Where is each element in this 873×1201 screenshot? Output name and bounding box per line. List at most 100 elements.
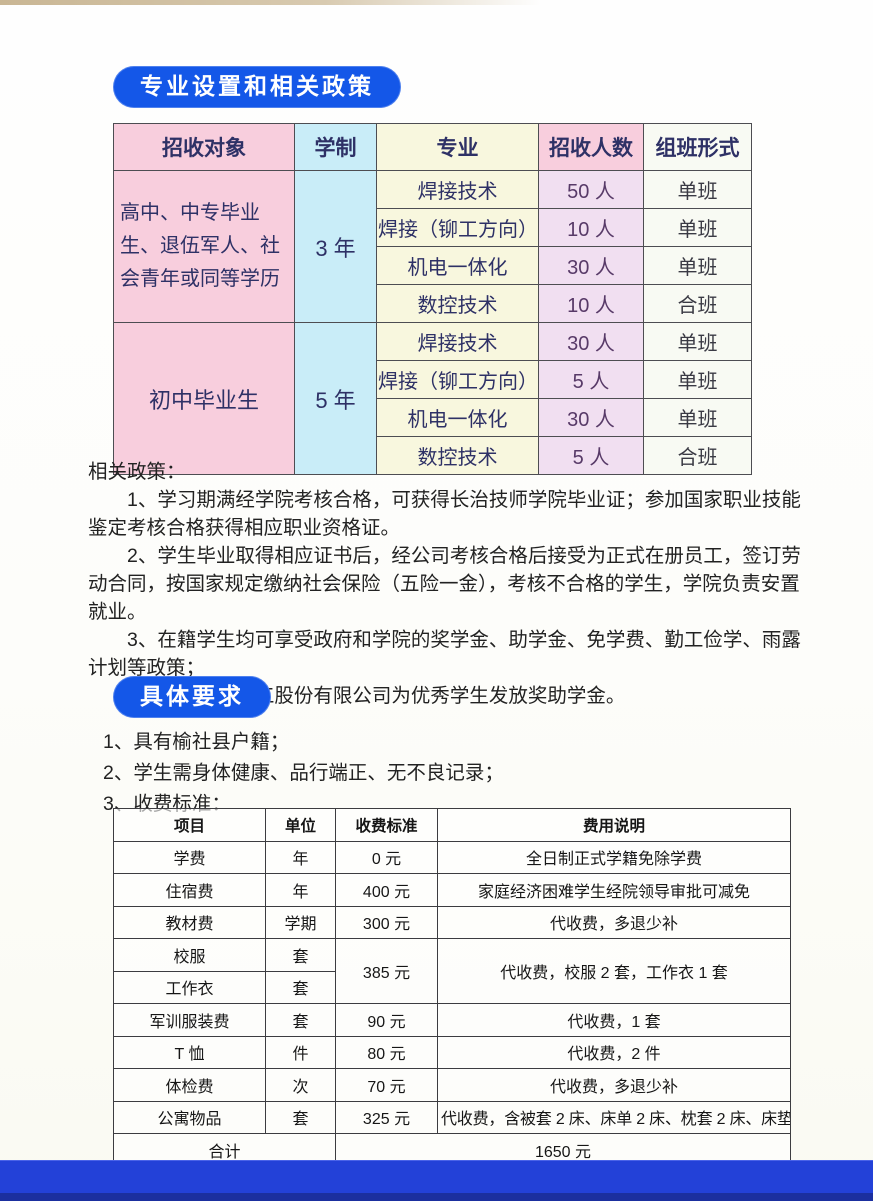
fee-item-cell: 体检费: [113, 1068, 266, 1102]
fee-price-cell: 0 元: [335, 840, 438, 874]
class-type-cell: 单班: [643, 322, 752, 361]
fee-item-cell: 住宿费: [113, 873, 266, 907]
column-header: 收费标准: [335, 808, 438, 842]
major-cell: 焊接技术: [376, 322, 539, 361]
requirement-item: 1、具有榆社县户籍；: [103, 731, 290, 753]
table-row: 公寓物品 套 325 元 代收费，含被套 2 床、床单 2 床、枕套 2 床、床…: [113, 1100, 791, 1134]
fee-unit-cell: 套: [265, 1100, 336, 1134]
column-header: 项目: [113, 808, 266, 842]
fee-note-cell: 家庭经济困难学生经院领导审批可减免: [437, 873, 791, 907]
fee-item-cell: 学费: [113, 840, 266, 874]
fee-table: 项目 单位 收费标准 费用说明 学费 年 0 元 全日制正式学籍免除学费 住宿费…: [113, 808, 791, 1167]
admission-table: 招收对象 学制 专业 招收人数 组班形式 高中、中专毕业生、退伍军人、社会青年或…: [113, 123, 752, 475]
table-row: 军训服装费 套 90 元 代收费，1 套: [113, 1003, 791, 1037]
fee-price-cell: 400 元: [335, 873, 438, 907]
table-row: 初中毕业生 5 年 焊接技术 30 人 单班: [113, 322, 752, 475]
fee-unit-cell: 学期: [265, 905, 336, 939]
class-type-cell: 合班: [643, 436, 752, 475]
fee-item-cell: 公寓物品: [113, 1100, 266, 1134]
fee-unit-cell: 次: [265, 1068, 336, 1102]
fee-price-cell: 325 元: [335, 1100, 438, 1134]
fee-note-cell: 代收费，校服 2 套，工作衣 1 套: [437, 938, 791, 1004]
table-row: 数控技术 10 人 合班: [114, 284, 752, 323]
major-cell: 数控技术: [376, 436, 539, 475]
column-header: 组班形式: [643, 123, 752, 171]
footer-bar-shadow: [0, 1193, 873, 1201]
table-row: 教材费 学期 300 元 代收费，多退少补: [113, 905, 791, 939]
policy-heading: 相关政策：: [88, 461, 186, 483]
fee-item-cell: 校服: [113, 938, 266, 972]
major-cell: 焊接技术: [376, 170, 539, 209]
major-cell: 机电一体化: [376, 246, 539, 285]
fee-price-cell: 385 元: [335, 938, 438, 1004]
fee-note-cell: 代收费，含被套 2 床、床单 2 床、枕套 2 床、床垫 1 床、: [437, 1100, 791, 1134]
fee-item-cell: 军训服装费: [113, 1003, 266, 1037]
fee-unit-cell: 年: [265, 840, 336, 874]
fee-unit-cell: 套: [265, 1003, 336, 1037]
fee-unit-cell: 套: [265, 970, 336, 1004]
fee-note-cell: 代收费，1 套: [437, 1003, 791, 1037]
table-row: 体检费 次 70 元 代收费，多退少补: [113, 1068, 791, 1102]
major-cell: 数控技术: [376, 284, 539, 323]
table-row: 学费 年 0 元 全日制正式学籍免除学费: [113, 840, 791, 874]
fee-unit-cell: 件: [265, 1035, 336, 1069]
major-cell: 焊接（铆工方向）: [376, 360, 539, 399]
fee-price-cell: 300 元: [335, 905, 438, 939]
table-row: 工作衣 套: [113, 970, 791, 1004]
table-row: 焊接（铆工方向） 5 人 单班: [114, 360, 752, 399]
class-type-cell: 单班: [643, 246, 752, 285]
fee-item-cell: 教材费: [113, 905, 266, 939]
fee-note-cell: 全日制正式学籍免除学费: [437, 840, 791, 874]
column-header: 费用说明: [437, 808, 791, 842]
requirement-item: 2、学生需身体健康、品行端正、无不良记录；: [103, 762, 504, 784]
class-type-cell: 合班: [643, 284, 752, 323]
fee-price-cell: 80 元: [335, 1035, 438, 1069]
fee-unit-cell: 套: [265, 938, 336, 972]
column-header: 单位: [265, 808, 336, 842]
section-title-programs: 专业设置和相关政策: [113, 66, 401, 108]
count-cell: 10 人: [538, 208, 644, 247]
count-cell: 5 人: [538, 360, 644, 399]
fee-item-cell: 工作衣: [113, 970, 266, 1004]
count-cell: 30 人: [538, 398, 644, 437]
policy-item: 1、学习期满经学院考核合格，可获得长治技师学院毕业证；参加国家职业技能鉴定考核合…: [88, 489, 801, 539]
table-row: 数控技术 5 人 合班: [114, 436, 752, 475]
table-row: 机电一体化 30 人 单班: [114, 398, 752, 437]
count-cell: 30 人: [538, 322, 644, 361]
class-type-cell: 单班: [643, 398, 752, 437]
count-cell: 10 人: [538, 284, 644, 323]
table-row: T 恤 件 80 元 代收费，2 件: [113, 1035, 791, 1069]
table-row: 焊接（铆工方向） 10 人 单班: [114, 208, 752, 247]
policy-item: 2、学生毕业取得相应证书后，经公司考核合格后接受为正式在册员工，签订劳动合同，按…: [88, 545, 801, 623]
table-row: 机电一体化 30 人 单班: [114, 246, 752, 285]
footer-bar: [0, 1160, 873, 1201]
class-type-cell: 单班: [643, 360, 752, 399]
fee-table-header-row: 项目 单位 收费标准 费用说明: [113, 808, 791, 842]
major-cell: 机电一体化: [376, 398, 539, 437]
duration-cell: 5 年: [294, 322, 377, 475]
fee-note-cell: 代收费，多退少补: [437, 905, 791, 939]
policy-section: 相关政策： 1、学习期满经学院考核合格，可获得长治技师学院毕业证；参加国家职业技…: [88, 458, 804, 710]
table-row: 校服 套 385 元 代收费，校服 2 套，工作衣 1 套: [113, 938, 791, 1004]
section-title-requirements: 具体要求: [113, 676, 271, 718]
major-cell: 焊接（铆工方向）: [376, 208, 539, 247]
column-header: 学制: [294, 123, 377, 171]
policy-item: 3、在籍学生均可享受政府和学院的奖学金、助学金、免学费、勤工俭学、雨露计划等政策…: [88, 629, 801, 679]
fee-price-cell: 90 元: [335, 1003, 438, 1037]
class-type-cell: 单班: [643, 208, 752, 247]
fee-price-cell: 70 元: [335, 1068, 438, 1102]
count-cell: 5 人: [538, 436, 644, 475]
table-row: 住宿费 年 400 元 家庭经济困难学生经院领导审批可减免: [113, 873, 791, 907]
column-header: 招收对象: [113, 123, 295, 171]
fee-unit-cell: 年: [265, 873, 336, 907]
class-type-cell: 单班: [643, 170, 752, 209]
requirements-list: 1、具有榆社县户籍； 2、学生需身体健康、品行端正、无不良记录； 3、收费标准：: [103, 727, 803, 820]
count-cell: 30 人: [538, 246, 644, 285]
target-group-cell: 高中、中专毕业生、退伍军人、社会青年或同等学历: [113, 170, 295, 323]
column-header: 专业: [376, 123, 539, 171]
fee-note-cell: 代收费，多退少补: [437, 1068, 791, 1102]
admission-table-header-row: 招收对象 学制 专业 招收人数 组班形式: [113, 123, 752, 171]
count-cell: 50 人: [538, 170, 644, 209]
table-row: 高中、中专毕业生、退伍军人、社会青年或同等学历 3 年 焊接技术 50 人 单班: [113, 170, 752, 323]
photo-edge-strip: [0, 0, 542, 5]
